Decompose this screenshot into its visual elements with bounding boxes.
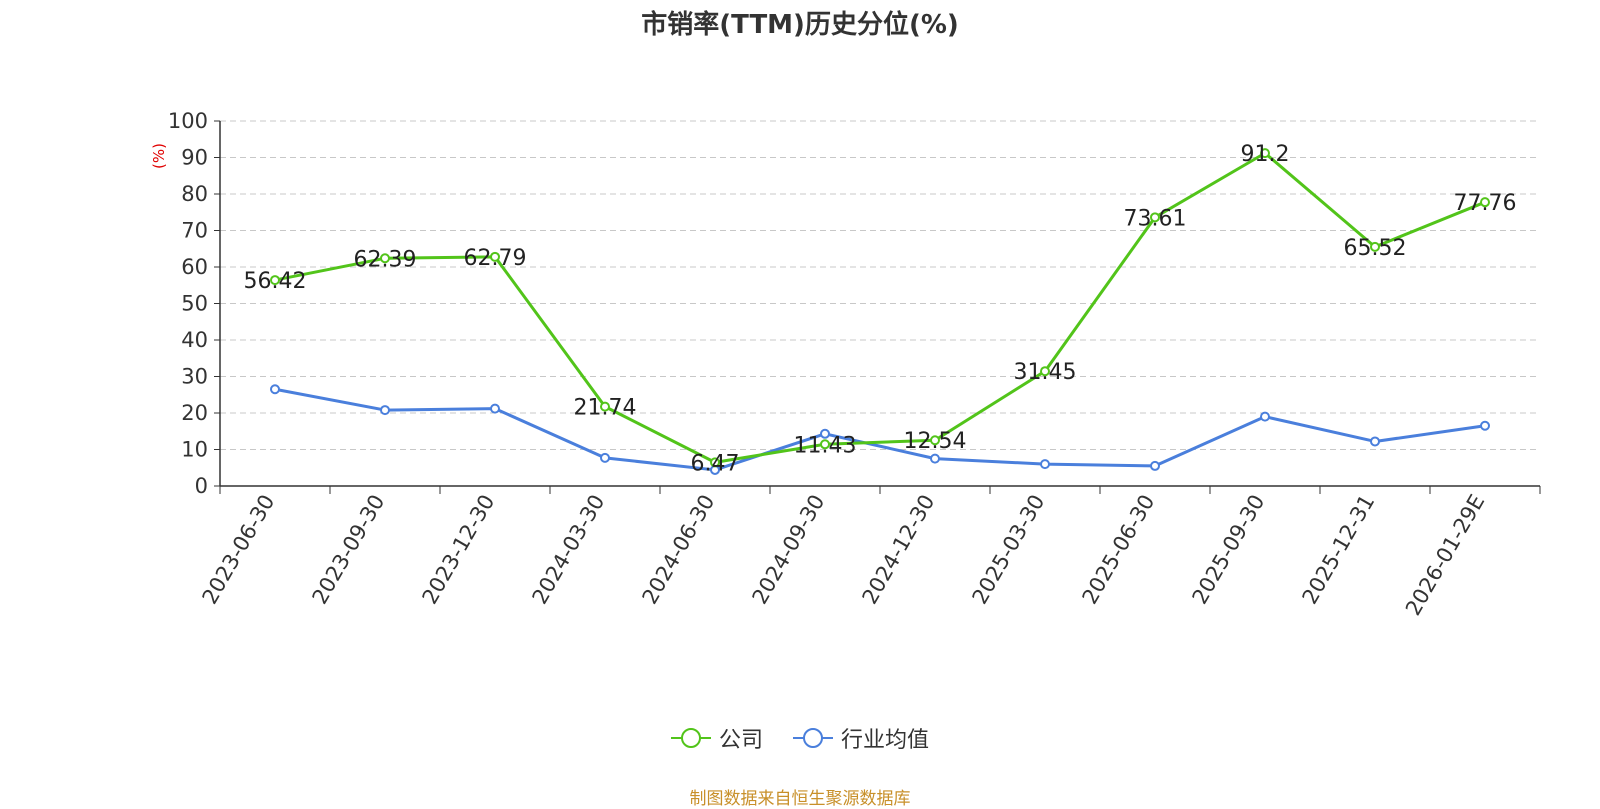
x-tick-label: 2025-06-30 xyxy=(1078,491,1160,609)
legend-item-company[interactable]: 公司 xyxy=(670,722,763,754)
series-point-industry xyxy=(600,452,610,463)
data-label: 91.2 xyxy=(1241,142,1290,167)
data-label: 62.39 xyxy=(354,247,417,272)
series-point-company xyxy=(1480,197,1490,208)
x-tick-label: 2024-12-30 xyxy=(858,491,940,609)
x-tick-label: 2026-01-29E xyxy=(1401,491,1489,620)
x-tick-label: 2025-12-31 xyxy=(1298,491,1380,609)
data-label: 77.76 xyxy=(1454,191,1517,216)
series-point-company xyxy=(710,457,720,468)
series-line-company xyxy=(274,151,1486,464)
legend: 公司 行业均值 xyxy=(0,722,1600,754)
series-point-company xyxy=(1370,241,1380,252)
series-point-company xyxy=(930,435,940,446)
series-point-industry xyxy=(1480,420,1490,431)
series-point-industry xyxy=(1370,436,1380,447)
series-point-company xyxy=(1040,366,1050,377)
series-point-industry xyxy=(380,405,390,416)
y-tick-label: 50 xyxy=(181,292,208,316)
series-point-industry xyxy=(1040,459,1050,470)
x-tick-label: 2023-06-30 xyxy=(198,491,280,609)
data-label: 12.54 xyxy=(904,429,967,454)
y-axis-label: (%) xyxy=(150,143,168,169)
chart-title: 市销率(TTM)历史分位(%) xyxy=(641,10,959,40)
data-label: 56.42 xyxy=(244,269,307,294)
data-label: 73.61 xyxy=(1124,206,1187,231)
y-tick-label: 0 xyxy=(195,474,208,498)
y-tick-label: 40 xyxy=(181,328,208,352)
y-tick-label: 100 xyxy=(168,109,208,133)
series-point-company xyxy=(820,439,830,450)
x-tick-label: 2024-09-30 xyxy=(748,491,830,609)
series-line-industry xyxy=(274,387,1486,472)
series-point-company xyxy=(1150,212,1160,223)
x-tick-label: 2023-12-30 xyxy=(418,491,500,609)
data-label: 65.52 xyxy=(1344,236,1407,261)
series-point-industry xyxy=(930,453,940,464)
legend-label-company: 公司 xyxy=(718,728,763,753)
x-tick-label: 2025-09-30 xyxy=(1188,491,1270,609)
data-label: 11.43 xyxy=(794,433,857,458)
series-point-company xyxy=(1260,148,1270,159)
x-tick-label: 2024-03-30 xyxy=(528,491,610,609)
data-label: 21.74 xyxy=(574,396,637,421)
legend-item-industry[interactable]: 行业均值 xyxy=(793,722,929,754)
series-point-company xyxy=(380,253,390,264)
y-tick-label: 20 xyxy=(181,401,208,425)
y-tick-label: 80 xyxy=(181,182,208,206)
series-point-industry xyxy=(1150,460,1160,471)
y-tick-label: 90 xyxy=(181,146,208,170)
y-tick-label: 70 xyxy=(181,219,208,243)
legend-swatch-company xyxy=(670,728,711,748)
legend-label-industry: 行业均值 xyxy=(841,728,930,753)
x-tick-label: 2023-09-30 xyxy=(308,491,390,609)
series-point-industry xyxy=(270,384,280,395)
series-point-industry xyxy=(1260,411,1270,422)
y-tick-label: 10 xyxy=(181,438,208,462)
x-tick-label: 2024-06-30 xyxy=(638,491,720,609)
series-point-company xyxy=(490,251,500,262)
series-point-company xyxy=(600,401,610,412)
data-label: 6.47 xyxy=(691,451,740,476)
series-point-industry xyxy=(490,403,500,414)
data-label: 31.45 xyxy=(1014,360,1077,385)
series-point-industry xyxy=(820,428,830,439)
x-tick-label: 2025-03-30 xyxy=(968,491,1050,609)
legend-swatch-industry xyxy=(793,728,833,748)
series-point-company xyxy=(270,275,280,286)
data-label: 62.79 xyxy=(464,246,527,271)
source-note: 制图数据来自恒生聚源数据库 xyxy=(689,789,911,809)
y-tick-label: 60 xyxy=(181,255,208,279)
y-tick-label: 30 xyxy=(181,365,208,389)
